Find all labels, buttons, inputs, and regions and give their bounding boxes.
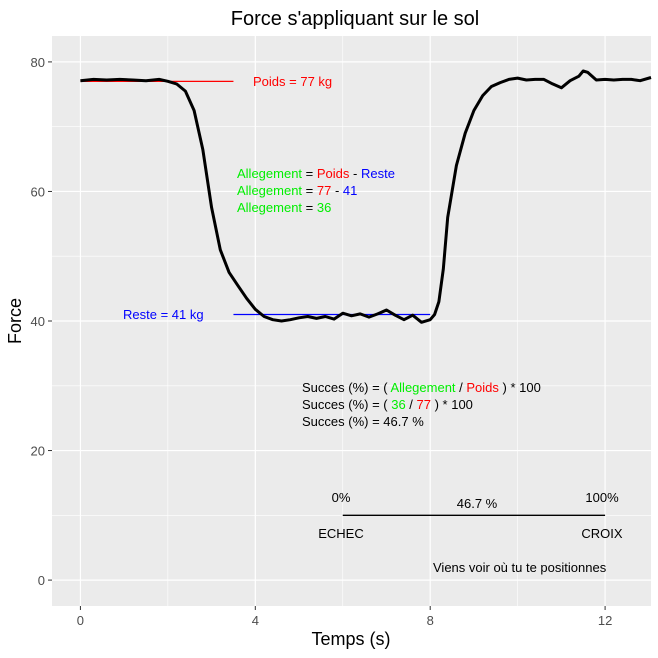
x-tick-label: 0 bbox=[77, 613, 84, 628]
scale-right-label: CROIX bbox=[581, 526, 623, 541]
poids-label: Poids = 77 kg bbox=[253, 74, 332, 89]
force-series-line bbox=[80, 69, 652, 324]
reste-label: Reste = 41 kg bbox=[123, 307, 204, 322]
y-axis-title: Force bbox=[5, 298, 25, 344]
y-tick-label: 0 bbox=[38, 573, 45, 588]
scale-left-label: ECHEC bbox=[318, 526, 364, 541]
y-tick-label: 80 bbox=[31, 55, 45, 70]
invite-text: Viens voir où tu te positionnes bbox=[433, 560, 607, 575]
scale-mid-pct: 46.7 % bbox=[457, 496, 498, 511]
y-tick-label: 40 bbox=[31, 314, 45, 329]
allegement-formula-line-1: Allegement = Poids - Reste bbox=[237, 166, 395, 181]
axis-ticks: 0 4 8 12 0 20 40 60 80 bbox=[31, 55, 613, 628]
scale-left-pct: 0% bbox=[332, 490, 351, 505]
y-tick-label: 20 bbox=[31, 444, 45, 459]
succes-formula-line-2: Succes (%) = ( 36 / 77 ) * 100 bbox=[302, 397, 473, 412]
allegement-formula-line-2: Allegement = 77 - 41 bbox=[237, 183, 357, 198]
x-tick-label: 8 bbox=[427, 613, 434, 628]
succes-formula-line-3: Succes (%) = 46.7 % bbox=[302, 414, 424, 429]
chart-title: Force s'appliquant sur le sol bbox=[231, 8, 479, 30]
scale-right-pct: 100% bbox=[585, 490, 619, 505]
allegement-formula-line-3: Allegement = 36 bbox=[237, 200, 331, 215]
x-axis-title: Temps (s) bbox=[311, 629, 390, 649]
x-tick-label: 4 bbox=[252, 613, 259, 628]
y-tick-label: 60 bbox=[31, 184, 45, 199]
succes-formula-line-1: Succes (%) = ( Allegement / Poids ) * 10… bbox=[302, 380, 541, 395]
x-tick-label: 12 bbox=[598, 613, 612, 628]
